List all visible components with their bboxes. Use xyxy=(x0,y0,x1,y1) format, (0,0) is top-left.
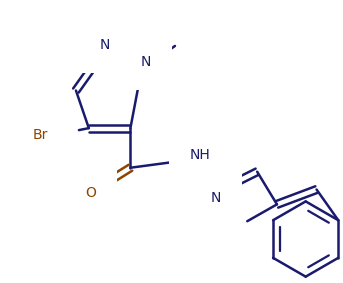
Text: O: O xyxy=(85,186,96,200)
Text: N: N xyxy=(99,38,110,52)
Text: N: N xyxy=(210,191,221,205)
Text: Br: Br xyxy=(33,128,48,142)
Text: NH: NH xyxy=(189,148,210,162)
Text: N: N xyxy=(141,55,152,69)
